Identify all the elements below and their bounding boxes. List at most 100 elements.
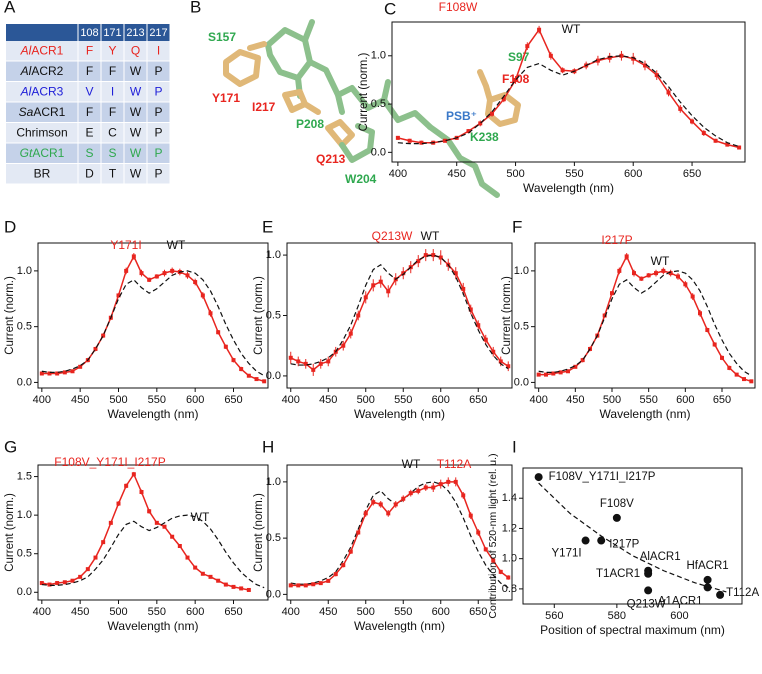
table-cell: P	[154, 105, 162, 119]
series-label: Y171I	[110, 238, 141, 252]
table-cell: W	[130, 146, 142, 160]
data-point	[116, 501, 121, 506]
table-cell: W	[130, 166, 142, 180]
panel-label: A	[4, 0, 16, 16]
x-axis-label: Wavelength (nm)	[523, 181, 614, 195]
data-point	[690, 119, 695, 124]
data-point	[668, 271, 673, 276]
data-point	[39, 581, 44, 586]
data-point	[419, 140, 424, 145]
series-line	[41, 472, 249, 591]
y-tick-label: 0.0	[266, 588, 281, 600]
data-point	[154, 274, 159, 279]
data-point	[93, 555, 98, 560]
data-point	[193, 280, 198, 285]
y-tick-label: 0.0	[266, 370, 281, 382]
table-cell: P	[154, 146, 162, 160]
data-point	[580, 358, 585, 363]
y-tick-label: 0.0	[17, 586, 32, 598]
y-tick-label: 0.5	[17, 321, 32, 333]
series-line	[41, 514, 265, 589]
table-cell: Y	[108, 43, 116, 57]
data-point	[341, 563, 346, 568]
x-tick-label: 650	[224, 606, 242, 618]
table-cell: W	[130, 84, 142, 98]
table-cell: F	[109, 64, 116, 78]
series-label: I217P	[601, 233, 632, 247]
data-point	[408, 491, 413, 496]
data-point	[416, 488, 421, 493]
data-point	[536, 372, 541, 377]
data-point	[39, 371, 44, 376]
data-point	[288, 355, 293, 360]
data-point	[395, 135, 400, 140]
data-point	[683, 282, 688, 287]
data-point	[70, 369, 75, 374]
data-point	[147, 277, 152, 282]
series-line	[397, 28, 740, 149]
data-point	[661, 268, 666, 273]
y-tick-label: 1.4	[502, 492, 517, 504]
x-tick-label: 400	[389, 168, 407, 180]
data-point	[185, 555, 190, 560]
x-tick-label: 500	[603, 394, 621, 406]
data-point	[498, 359, 503, 364]
data-point	[318, 361, 323, 366]
x-tick-label: 400	[33, 394, 51, 406]
data-point	[595, 58, 600, 63]
data-point	[62, 370, 67, 375]
data-point	[208, 311, 213, 316]
data-point	[703, 575, 712, 584]
data-point	[401, 496, 406, 501]
point-label: AlACR1	[640, 551, 681, 563]
x-tick-label: 560	[545, 610, 563, 622]
data-point	[371, 500, 376, 505]
data-point	[617, 268, 622, 273]
table-row-name: GtACR1	[20, 146, 65, 160]
data-point	[296, 359, 301, 364]
data-point	[55, 581, 60, 586]
data-point	[431, 485, 436, 490]
data-point	[602, 313, 607, 318]
data-point	[737, 145, 742, 150]
series-label: WT	[402, 457, 421, 471]
data-point	[453, 271, 458, 276]
x-axis-label: Wavelength (nm)	[354, 407, 445, 421]
table-row-bg	[6, 164, 170, 184]
series-line	[290, 254, 509, 370]
data-point	[654, 271, 658, 276]
structure-label: W204	[345, 172, 377, 186]
panel-label: C	[384, 0, 396, 18]
x-tick-label: 650	[683, 168, 701, 180]
y-axis-label: Current (norm.)	[4, 493, 16, 572]
x-axis-label: Wavelength (nm)	[354, 619, 445, 633]
data-point	[446, 479, 451, 484]
data-point	[231, 358, 236, 363]
data-point	[534, 473, 543, 482]
y-axis-label: Current (norm.)	[4, 276, 16, 355]
table-cell: P	[154, 125, 162, 139]
name-rest: ACR2	[31, 64, 63, 78]
name-rest: ACR1	[31, 43, 63, 57]
data-point	[162, 524, 167, 529]
name-italic: Gt	[20, 146, 33, 160]
data-point	[727, 365, 732, 370]
table-cell: F	[86, 105, 93, 119]
structure-label: Y171	[212, 91, 240, 105]
y-tick-label: 1.0	[266, 476, 281, 488]
data-point	[490, 111, 495, 116]
data-point	[468, 307, 473, 312]
series-label: Q213W	[372, 229, 413, 243]
data-point	[466, 129, 471, 134]
data-point	[47, 371, 52, 376]
x-tick-label: 450	[319, 394, 337, 406]
data-point	[506, 575, 511, 580]
data-point	[303, 361, 308, 366]
series-label: WT	[421, 229, 440, 243]
data-point	[101, 540, 106, 545]
table-cell: F	[109, 105, 116, 119]
data-point	[610, 291, 614, 296]
data-point	[348, 331, 353, 336]
y-tick-label: 1.2	[502, 522, 517, 534]
